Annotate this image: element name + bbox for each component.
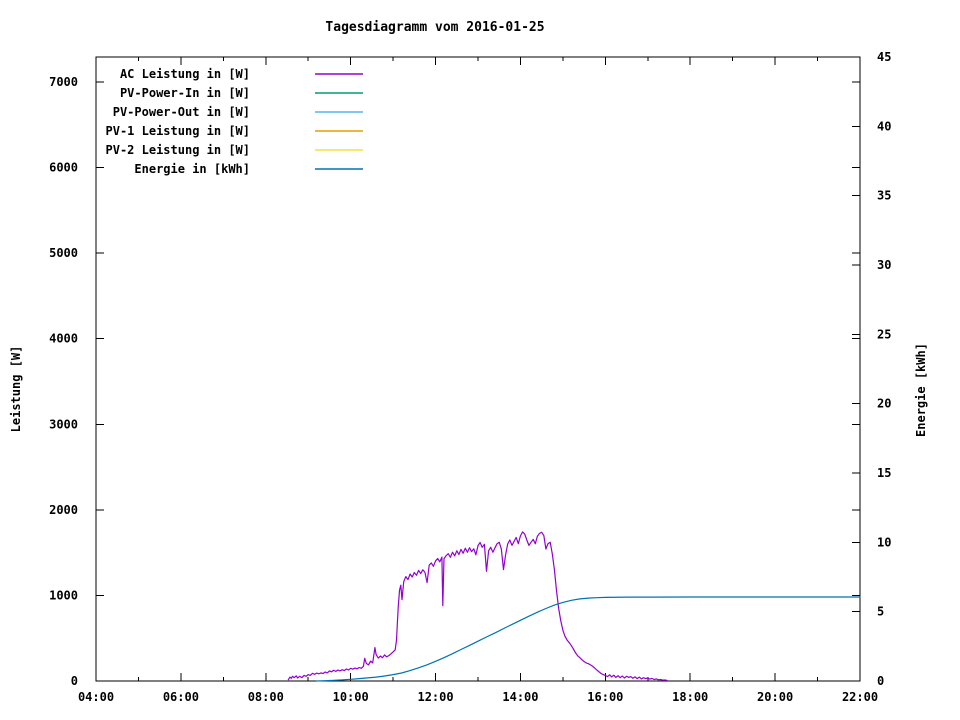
legend-label: PV-1 Leistung in [W] — [106, 124, 251, 138]
series-line-ac-leistung-in-w — [287, 531, 668, 681]
chart-title: Tagesdiagramm vom 2016-01-25 — [325, 20, 545, 35]
y-right-tick-label: 10 — [877, 535, 891, 549]
y-left-tick-label: 2000 — [49, 503, 78, 517]
y-left-tick-label: 5000 — [49, 246, 78, 260]
legend-label: PV-2 Leistung in [W] — [106, 143, 251, 157]
y-right-tick-label: 30 — [877, 258, 891, 272]
y-right-tick-label: 35 — [877, 189, 891, 203]
y-left-tick-label: 1000 — [49, 588, 78, 602]
x-tick-label: 18:00 — [672, 690, 708, 704]
y-left-tick-label: 4000 — [49, 332, 78, 346]
y-right-tick-label: 25 — [877, 327, 891, 341]
x-tick-label: 04:00 — [78, 690, 114, 704]
legend-label: PV-Power-In in [W] — [120, 86, 250, 100]
y-right-tick-label: 5 — [877, 605, 884, 619]
y-right-tick-label: 45 — [877, 50, 891, 64]
y-right-tick-label: 15 — [877, 466, 891, 480]
y-left-tick-label: 0 — [71, 674, 78, 688]
series-line-energie-in-kwh — [316, 596, 861, 682]
x-tick-label: 08:00 — [248, 690, 284, 704]
legend-label: Energie in [kWh] — [134, 162, 250, 176]
y-right-tick-label: 40 — [877, 119, 891, 133]
x-tick-label: 10:00 — [333, 690, 369, 704]
legend-label: AC Leistung in [W] — [120, 67, 250, 81]
x-tick-label: 12:00 — [417, 690, 453, 704]
y-right-tick-label: 20 — [877, 397, 891, 411]
y-left-tick-label: 6000 — [49, 161, 78, 175]
x-tick-label: 20:00 — [757, 690, 793, 704]
x-tick-label: 16:00 — [587, 690, 623, 704]
x-tick-label: 14:00 — [502, 690, 538, 704]
x-tick-label: 06:00 — [163, 690, 199, 704]
legend-label: PV-Power-Out in [W] — [113, 105, 250, 119]
x-tick-label: 22:00 — [842, 690, 878, 704]
y-left-tick-label: 7000 — [49, 75, 78, 89]
y-left-tick-label: 3000 — [49, 417, 78, 431]
y-right-tick-label: 0 — [877, 674, 884, 688]
